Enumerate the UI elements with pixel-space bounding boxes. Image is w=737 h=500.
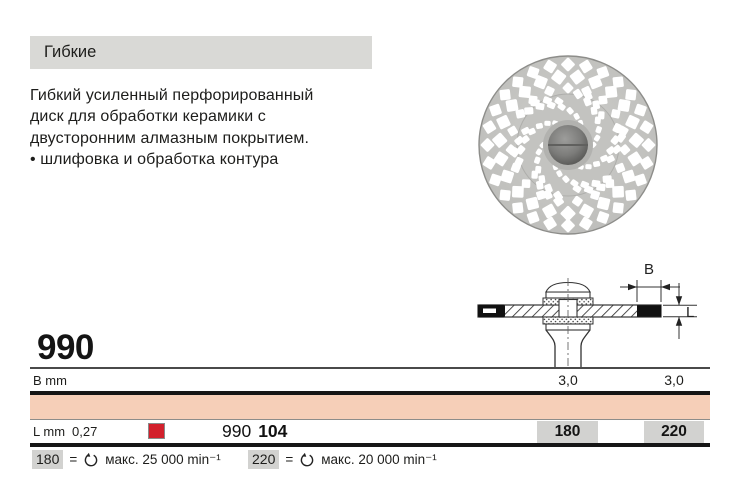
size-cell-220: 220 [644, 420, 704, 443]
rotation-speed-icon [84, 452, 98, 466]
b-arrow-left [628, 283, 637, 291]
description-line: диск для обработки керамики с [30, 108, 266, 126]
order-number: 990 104 [222, 421, 287, 442]
footnote-180: 180 = макс. 25 000 min⁻¹ [32, 450, 221, 469]
product-number: 990 [37, 328, 94, 367]
description-line: двусторонним алмазным покрытием. [30, 129, 310, 147]
table-thick-rule-1 [30, 391, 710, 395]
accent-band [30, 394, 710, 420]
equals-sign: = [285, 452, 294, 467]
disc-illustration-svg [478, 55, 658, 235]
l-arrow-top [675, 296, 683, 306]
b-arrow-right [661, 283, 670, 291]
dimension-b-label: B [644, 261, 654, 278]
coating-right [637, 305, 661, 317]
b-value-220: 3,0 [664, 372, 684, 388]
category-label: Гибкие [44, 43, 97, 61]
size-cell-180: 180 [537, 420, 598, 443]
shaft-right-edge [580, 329, 591, 368]
table-thick-rule-2 [30, 443, 710, 447]
max-speed-text: макс. 20 000 min⁻¹ [321, 451, 437, 467]
order-code: 104 [258, 421, 288, 441]
footnote-code-chip: 220 [248, 450, 280, 469]
shaft-left-edge [545, 329, 556, 368]
b-row-label: B mm [33, 373, 67, 388]
category-header-bar: Гибкие [30, 36, 372, 69]
l-value: 0,27 [72, 424, 98, 439]
max-speed-text: макс. 25 000 min⁻¹ [105, 451, 221, 467]
red-color-swatch [148, 423, 165, 439]
technical-drawing: B L [477, 261, 697, 368]
footnote-code-chip: 180 [32, 450, 64, 469]
coating-left-slot [483, 308, 496, 313]
l-row-label: L mm [33, 424, 66, 439]
disc-illustration [476, 53, 660, 242]
dimension-l-label: L [686, 304, 694, 321]
equals-sign: = [69, 452, 78, 467]
description-line: Гибкий усиленный перфорированный [30, 87, 314, 104]
l-arrow-bottom [675, 316, 683, 326]
description-line: • шлифовка и обработка контура [30, 151, 279, 169]
rotation-speed-icon [300, 452, 314, 466]
table-top-rule [30, 367, 710, 369]
product-description: Гибкий усиленный перфорированный диск дл… [30, 85, 313, 171]
order-prefix: 990 [222, 421, 252, 441]
b-value-180: 3,0 [558, 372, 578, 388]
footnote-220: 220 = макс. 20 000 min⁻¹ [248, 450, 437, 469]
